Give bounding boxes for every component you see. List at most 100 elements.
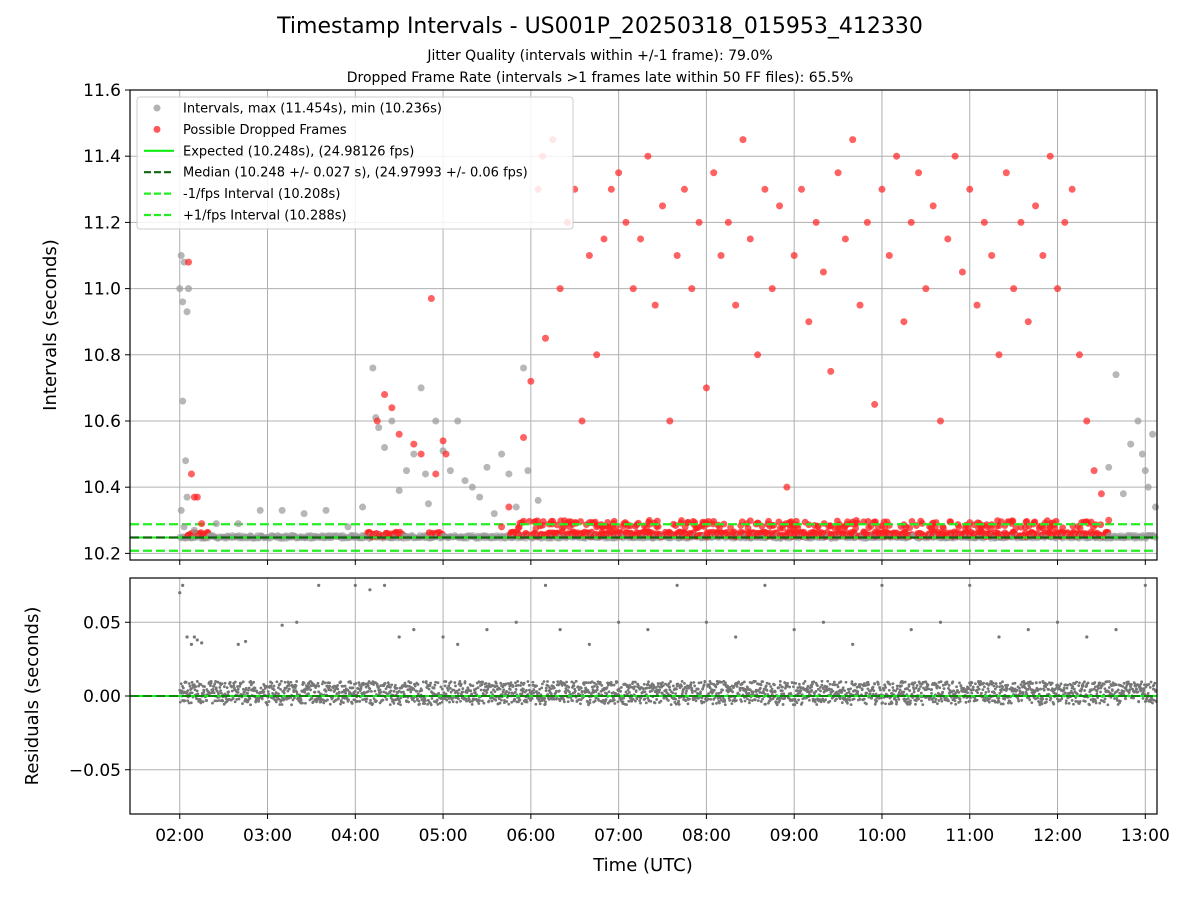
bottom-dense-mark <box>873 702 877 706</box>
bottom-dense-mark <box>898 688 902 692</box>
bottom-dense-mark <box>619 689 623 693</box>
bottom-dense-mark <box>814 689 818 693</box>
bottom-dense-mark <box>530 697 534 701</box>
bottom-dense-mark <box>426 702 429 706</box>
bottom-dense-mark <box>936 684 939 688</box>
bottom-dense-mark <box>821 697 825 701</box>
bottom-dense-mark <box>417 699 421 703</box>
bottom-dense-mark <box>728 698 732 702</box>
bottom-dense-mark <box>1080 687 1084 691</box>
bottom-dense-mark <box>478 699 482 702</box>
bottom-dense-mark <box>542 680 546 683</box>
bottom-dense-mark <box>1072 702 1075 706</box>
bottom-dense-mark <box>377 685 380 689</box>
bottom-dense-mark <box>664 688 668 692</box>
bottom-dense-mark <box>1053 687 1057 691</box>
bottom-dense-mark <box>638 699 642 703</box>
bottom-dense-mark <box>212 684 216 688</box>
bottom-dense-mark <box>759 683 763 687</box>
bottom-dense-mark <box>269 684 273 688</box>
bottom-dense-mark <box>508 688 512 691</box>
bottom-dense-mark <box>993 687 997 691</box>
bottom-dense-mark <box>326 698 329 702</box>
bottom-dense-mark <box>968 699 972 703</box>
bottom-dense-mark <box>336 687 340 691</box>
bottom-dense-mark <box>838 688 842 692</box>
bottom-dense-mark <box>492 688 495 692</box>
bottom-dense-mark <box>1127 690 1131 694</box>
bottom-dense-mark <box>427 687 431 691</box>
bottom-dense-mark <box>1055 697 1059 701</box>
bottom-dense-mark <box>661 681 664 685</box>
bottom-dense-mark <box>810 685 814 689</box>
bottom-dense-mark <box>566 700 570 704</box>
bottom-dense-mark <box>1034 697 1037 701</box>
bottom-dense-mark <box>190 687 193 690</box>
bottom-dense-mark <box>349 692 353 695</box>
bottom-dense-mark <box>285 684 289 688</box>
bottom-dense-mark <box>828 682 832 686</box>
bottom-dense-mark <box>998 681 1002 685</box>
bottom-dense-mark <box>490 699 494 703</box>
interval-point <box>432 417 440 425</box>
bottom-dense-mark <box>459 682 463 686</box>
bottom-dense-mark <box>620 685 623 689</box>
bottom-dense-mark <box>236 687 240 691</box>
bottom-dense-mark <box>945 681 949 685</box>
bottom-dense-mark <box>1086 681 1090 685</box>
bottom-dense-mark <box>1152 698 1156 702</box>
bottom-dense-mark <box>1037 700 1041 704</box>
bottom-dense-mark <box>863 684 867 687</box>
bottom-dense-mark <box>1081 682 1085 686</box>
bottom-dense-mark <box>700 696 704 700</box>
bottom-dense-mark <box>237 697 241 701</box>
bottom-dense-mark <box>501 685 505 689</box>
bottom-dense-mark <box>1045 700 1048 704</box>
bottom-dense-mark <box>436 681 440 685</box>
bottom-dense-mark <box>481 680 484 684</box>
bottom-dense-mark <box>727 696 731 700</box>
bottom-dense-mark <box>1103 687 1107 691</box>
bottom-dense-mark <box>186 699 190 703</box>
bottom-dense-mark <box>1132 696 1135 700</box>
interval-point <box>1144 483 1152 491</box>
bottom-dense-mark <box>223 681 227 685</box>
bottom-dense-mark <box>820 683 824 687</box>
bottom-dense-mark <box>988 697 991 701</box>
bottom-dense-mark <box>796 686 800 689</box>
bottom-dense-mark <box>719 698 723 702</box>
bottom-dense-mark <box>798 691 802 695</box>
bottom-dense-mark <box>1064 699 1068 703</box>
interval-point <box>534 496 542 504</box>
bottom-dense-mark <box>504 682 508 686</box>
bottom-dense-mark <box>984 691 988 694</box>
bottom-dense-mark <box>544 686 548 690</box>
bottom-dense-mark <box>843 689 846 692</box>
bottom-dense-mark <box>642 682 646 686</box>
bottom-dense-mark <box>788 685 792 689</box>
top-dense-mark <box>1076 524 1084 532</box>
bottom-dense-mark <box>179 682 183 686</box>
bottom-dense-mark <box>445 698 449 702</box>
bottom-dense-mark <box>669 703 673 707</box>
bottom-dense-mark <box>1118 699 1122 703</box>
bottom-dense-mark <box>655 698 659 701</box>
bottom-dense-mark <box>1078 681 1081 685</box>
bottom-dense-mark <box>452 688 456 692</box>
bottom-dense-mark <box>1041 697 1045 701</box>
bottom-dense-mark <box>577 688 581 692</box>
dropped-frame-point <box>688 285 696 293</box>
bottom-dense-mark <box>631 680 635 684</box>
dropped-frame-point <box>373 417 381 425</box>
bottom-dense-mark <box>484 681 488 685</box>
bottom-dense-mark <box>255 690 259 694</box>
bottom-dense-mark <box>733 696 737 700</box>
bottom-dense-mark <box>924 680 928 684</box>
bottom-dense-mark <box>331 696 334 700</box>
bottom-dense-mark <box>248 697 252 700</box>
bottom-dense-mark <box>639 696 642 700</box>
bottom-dense-mark <box>279 688 282 691</box>
bottom-dense-mark <box>780 689 784 693</box>
bottom-dense-mark <box>277 697 281 701</box>
bottom-dense-mark <box>435 698 439 702</box>
